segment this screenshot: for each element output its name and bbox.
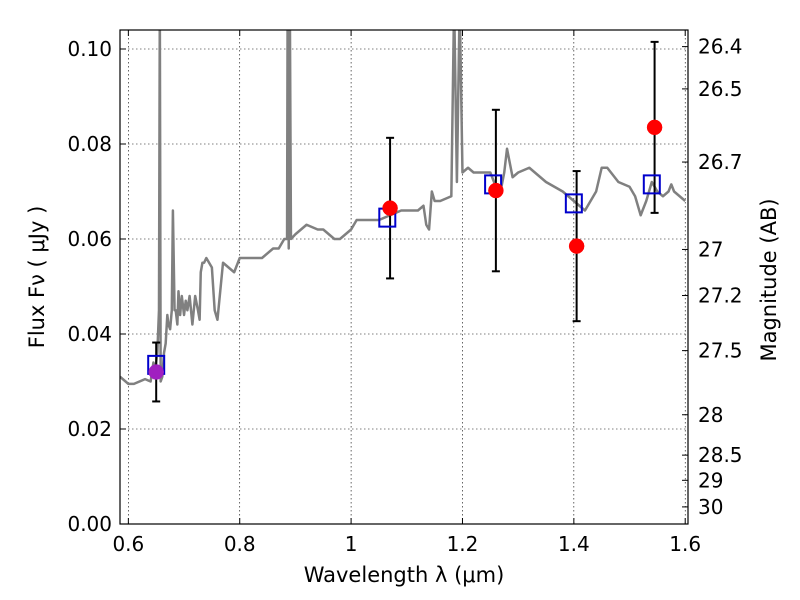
y2-tick-label: 26.5 [698,77,743,101]
y2-tick-label: 30 [698,495,723,519]
y-tick-label: 0.00 [67,512,112,536]
y2-tick-label: 27 [698,237,723,261]
y-tick-label: 0.02 [67,417,112,441]
y2-tick-label: 27.5 [698,339,743,363]
x-tick-label: 0.6 [112,532,144,556]
x-tick-label: 0.8 [224,532,256,556]
x-tick-label: 1.2 [447,532,479,556]
data-layer [120,30,687,403]
model-photometry-square [564,193,583,214]
y-axis-label: Flux Fν ( μJy ) [25,206,49,349]
x-tick-label: 1.6 [669,532,701,556]
model-spectrum-line [120,30,687,386]
observed-photometry-point [382,200,398,216]
x-tick-label: 1.4 [558,532,590,556]
y2-tick-label: 29 [698,468,723,492]
y-tick-label: 0.10 [67,37,112,61]
y2-tick-label: 28 [698,403,723,427]
y2-tick-label: 26.4 [698,35,743,59]
y2-axis-label: Magnitude (AB) [757,198,781,361]
x-axis-label: Wavelength λ (μm) [304,563,505,587]
y2-tick-label: 26.7 [698,150,743,174]
observed-photometry-point [646,119,663,136]
plot-background [120,30,688,524]
y2-tick-label: 28.5 [698,443,743,467]
observed-photometry-point [568,238,585,254]
y-tick-label: 0.08 [67,132,112,156]
observed-photometry-point [148,364,164,380]
y2-tick-label: 27.2 [698,284,743,308]
plot-frame [119,29,689,525]
axis-ticks: 0.6 0.8 1 1.2 1.4 1.6 0.00 0.02 0.04 0.06 0.08 0.10… [67,30,743,556]
y-tick-label: 0.04 [67,322,112,346]
model-photometry-square [642,174,661,195]
x-tick-label: 1 [345,532,358,556]
y-tick-label: 0.06 [67,227,112,251]
observed-photometry-point [488,182,504,199]
